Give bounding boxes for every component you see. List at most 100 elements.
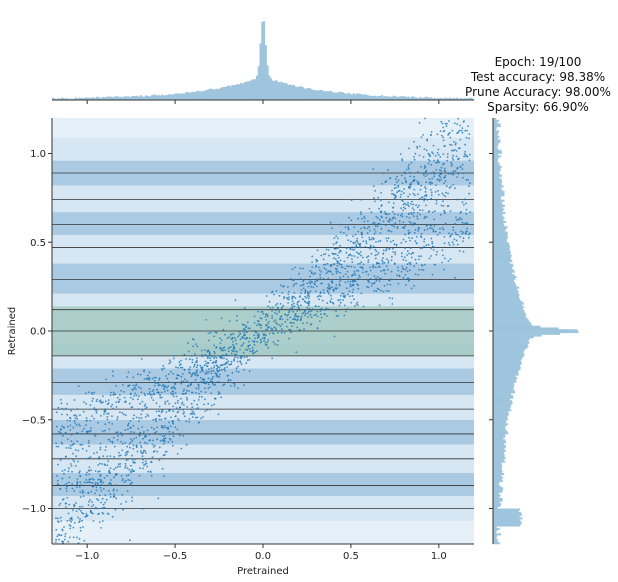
- scatter-point-662: [176, 453, 179, 455]
- scatter-point-2410: [304, 290, 307, 293]
- scatter-point-364: [73, 399, 76, 401]
- scatter-point-1910: [335, 272, 338, 275]
- scatter-point-2451: [104, 411, 107, 413]
- top-hist-bar-6: [62, 98, 65, 100]
- right-hist-bar-154: [493, 391, 515, 394]
- scatter-point-954: [454, 170, 457, 172]
- scatter-point-1180: [163, 388, 165, 391]
- scatter-point-2049: [403, 202, 406, 205]
- scatter-point-2106: [391, 255, 393, 258]
- scatter-point-1268: [301, 312, 304, 315]
- right-hist-bar-190: [493, 455, 505, 458]
- scatter-point-1358: [373, 275, 376, 278]
- right-hist-bar-45: [493, 197, 502, 200]
- scatter-point-1971: [256, 337, 259, 339]
- top-hist-bar-202: [407, 96, 410, 100]
- scatter-point-2135: [60, 520, 63, 522]
- scatter-point-762: [283, 297, 285, 300]
- scatter-point-955: [301, 298, 304, 300]
- scatter-point-1211: [80, 484, 82, 486]
- scatter-point-1867: [143, 431, 145, 433]
- scatter-point-1066: [464, 150, 467, 153]
- scatter-point-1143: [447, 172, 450, 175]
- scatter-point-2527: [163, 475, 166, 477]
- scatter-point-503: [270, 327, 272, 329]
- scatter-point-10: [453, 140, 455, 143]
- scatter-point-2511: [300, 317, 303, 320]
- scatter-point-1108: [57, 483, 59, 486]
- top-hist-bar-22: [90, 97, 93, 100]
- scatter-point-484: [55, 425, 58, 428]
- scatter-point-1042: [109, 493, 112, 495]
- scatter-point-1674: [218, 369, 221, 372]
- scatter-point-1819: [302, 267, 304, 270]
- right-hist-bar-182: [493, 441, 507, 444]
- scatter-point-122: [55, 442, 57, 444]
- scatter-point-2274: [284, 313, 287, 316]
- scatter-point-388: [375, 277, 377, 280]
- scatter-point-1429: [63, 538, 66, 541]
- scatter-point-977: [104, 409, 107, 412]
- scatter-point-2301: [204, 354, 206, 357]
- scatter-point-1792: [465, 212, 468, 215]
- scatter-point-1656: [76, 418, 79, 420]
- scatter-point-1020: [307, 293, 310, 296]
- scatter-point-2371: [332, 252, 335, 255]
- right-hist-bar-215: [493, 499, 503, 502]
- scatter-point-730: [184, 378, 186, 381]
- scatter-point-1527: [344, 226, 347, 229]
- scatter-point-2014: [96, 498, 98, 500]
- scatter-point-1601: [413, 175, 415, 178]
- scatter-point-82: [393, 187, 396, 190]
- scatter-point-95: [112, 490, 115, 492]
- scatter-point-394: [122, 413, 125, 416]
- scatter-point-800: [124, 454, 127, 457]
- scatter-point-2356: [445, 185, 448, 188]
- scatter-point-541: [212, 376, 215, 378]
- scatter-point-2098: [243, 384, 245, 386]
- scatter-point-637: [62, 434, 64, 437]
- scatter-point-1168: [423, 240, 425, 243]
- scatter-point-837: [361, 217, 363, 220]
- scatter-point-2500: [441, 163, 444, 166]
- scatter-point-769: [339, 231, 342, 234]
- scatter-point-1299: [235, 370, 238, 372]
- right-hist-bar-188: [493, 451, 505, 454]
- scatter-point-2564: [161, 368, 163, 370]
- scatter-point-1778: [151, 393, 153, 396]
- scatter-point-2363: [456, 198, 458, 201]
- scatter-point-2070: [209, 381, 212, 383]
- scatter-point-1839: [455, 150, 458, 152]
- scatter-point-2175: [90, 429, 92, 432]
- y-tick-label-3: 0.5: [30, 238, 46, 249]
- scatter-point-2026: [151, 377, 154, 380]
- scatter-point-2387: [415, 262, 418, 265]
- scatter-point-2394: [334, 287, 337, 289]
- scatter-point-2241: [229, 363, 232, 366]
- scatter-point-2319: [408, 278, 411, 280]
- scatter-point-1535: [207, 368, 210, 370]
- scatter-point-2549: [380, 205, 383, 207]
- scatter-point-2342: [368, 225, 371, 228]
- scatter-point-56: [272, 320, 275, 323]
- scatter-point-674: [356, 237, 359, 240]
- scatter-point-2011: [457, 234, 459, 236]
- top-hist-bar-163: [338, 91, 341, 100]
- scatter-point-2076: [363, 215, 365, 218]
- band-11: [52, 235, 474, 264]
- scatter-point-483: [300, 315, 303, 318]
- scatter-point-1373: [351, 291, 354, 293]
- scatter-point-219: [348, 216, 350, 219]
- scatter-point-744: [217, 370, 220, 373]
- scatter-point-2143: [207, 357, 209, 359]
- scatter-point-1706: [342, 293, 345, 295]
- scatter-point-1474: [193, 372, 195, 374]
- scatter-point-311: [135, 436, 138, 439]
- scatter-point-54: [78, 486, 81, 488]
- scatter-point-2296: [212, 370, 215, 373]
- scatter-point-170: [238, 334, 240, 336]
- scatter-point-2450: [72, 452, 74, 455]
- scatter-point-1573: [465, 233, 468, 235]
- top-hist-bar-84: [199, 91, 202, 100]
- scatter-point-2442: [113, 456, 116, 458]
